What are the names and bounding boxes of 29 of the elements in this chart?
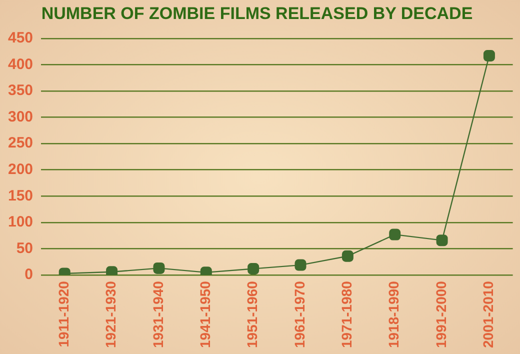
point [436,234,448,246]
x-tick-label: 1941-1950 [197,280,214,348]
y-tick-label: 350 [8,82,34,100]
x-tick-label: 1951-1960 [244,280,260,348]
y-tick-label: 50 [16,240,34,257]
chart-title: NUMBER OF ZOMBIE FILMS RELEASED BY DECADE [41,4,473,23]
x-tick-label: 1931-1940 [150,280,166,348]
point [294,259,306,271]
point [342,250,354,262]
y-tick-label: 450 [8,30,34,47]
point [153,262,165,274]
x-tick-label: 1918-1990 [386,280,402,348]
point [389,228,401,240]
y-tick-label: 400 [8,56,34,73]
point [248,262,260,274]
x-tick-label: 1911-1920 [55,280,72,348]
x-tick-label: 1971-1980 [338,280,355,348]
point [483,50,495,62]
x-tick-label: 1991-2000 [432,280,449,348]
y-tick-label: 100 [8,214,34,231]
x-tick-label: 1921-1930 [102,280,119,348]
y-tick-label: 250 [8,134,34,152]
y-tick-label: 300 [8,108,34,126]
x-tick-label: 1961-1970 [291,280,308,348]
y-tick-label: 0 [24,266,34,284]
y-tick-label: 150 [8,187,34,204]
x-tick-label: 2001-2010 [480,280,496,348]
y-tick-label: 200 [8,161,34,178]
point [106,266,118,276]
